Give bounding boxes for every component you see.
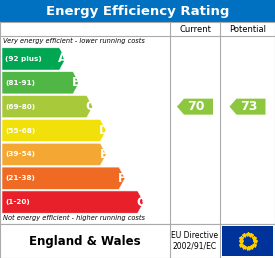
- Text: G: G: [136, 196, 146, 208]
- Text: (69-80): (69-80): [5, 104, 35, 110]
- Text: (81-91): (81-91): [5, 80, 35, 86]
- Text: Potential: Potential: [229, 25, 266, 34]
- Bar: [0, 22, 275, 224]
- Text: Current: Current: [179, 25, 211, 34]
- Text: (55-68): (55-68): [5, 127, 35, 133]
- Text: D: D: [99, 124, 108, 137]
- Text: C: C: [86, 100, 94, 113]
- Polygon shape: [2, 167, 125, 189]
- Polygon shape: [2, 95, 93, 118]
- Polygon shape: [2, 119, 106, 142]
- Polygon shape: [2, 143, 106, 165]
- Text: EU Directive
2002/91/EC: EU Directive 2002/91/EC: [171, 231, 219, 251]
- Text: England & Wales: England & Wales: [29, 235, 141, 247]
- Polygon shape: [2, 191, 144, 213]
- Polygon shape: [177, 99, 213, 115]
- Text: (92 plus): (92 plus): [5, 56, 42, 62]
- Bar: [222, 226, 273, 256]
- Text: Not energy efficient - higher running costs: Not energy efficient - higher running co…: [3, 215, 145, 221]
- Text: Very energy efficient - lower running costs: Very energy efficient - lower running co…: [3, 37, 145, 44]
- Bar: [0, 224, 275, 258]
- Text: (21-38): (21-38): [5, 175, 35, 181]
- Polygon shape: [2, 48, 65, 70]
- Bar: [0, 0, 275, 22]
- Polygon shape: [2, 72, 79, 94]
- Text: E: E: [100, 148, 108, 161]
- Text: (39-54): (39-54): [5, 151, 35, 157]
- Text: A: A: [58, 52, 67, 66]
- Text: 70: 70: [187, 100, 205, 113]
- Text: (1-20): (1-20): [5, 199, 30, 205]
- Text: F: F: [118, 172, 126, 185]
- Text: B: B: [72, 76, 81, 89]
- Text: Energy Efficiency Rating: Energy Efficiency Rating: [46, 4, 229, 18]
- Text: 73: 73: [240, 100, 257, 113]
- Polygon shape: [230, 99, 265, 115]
